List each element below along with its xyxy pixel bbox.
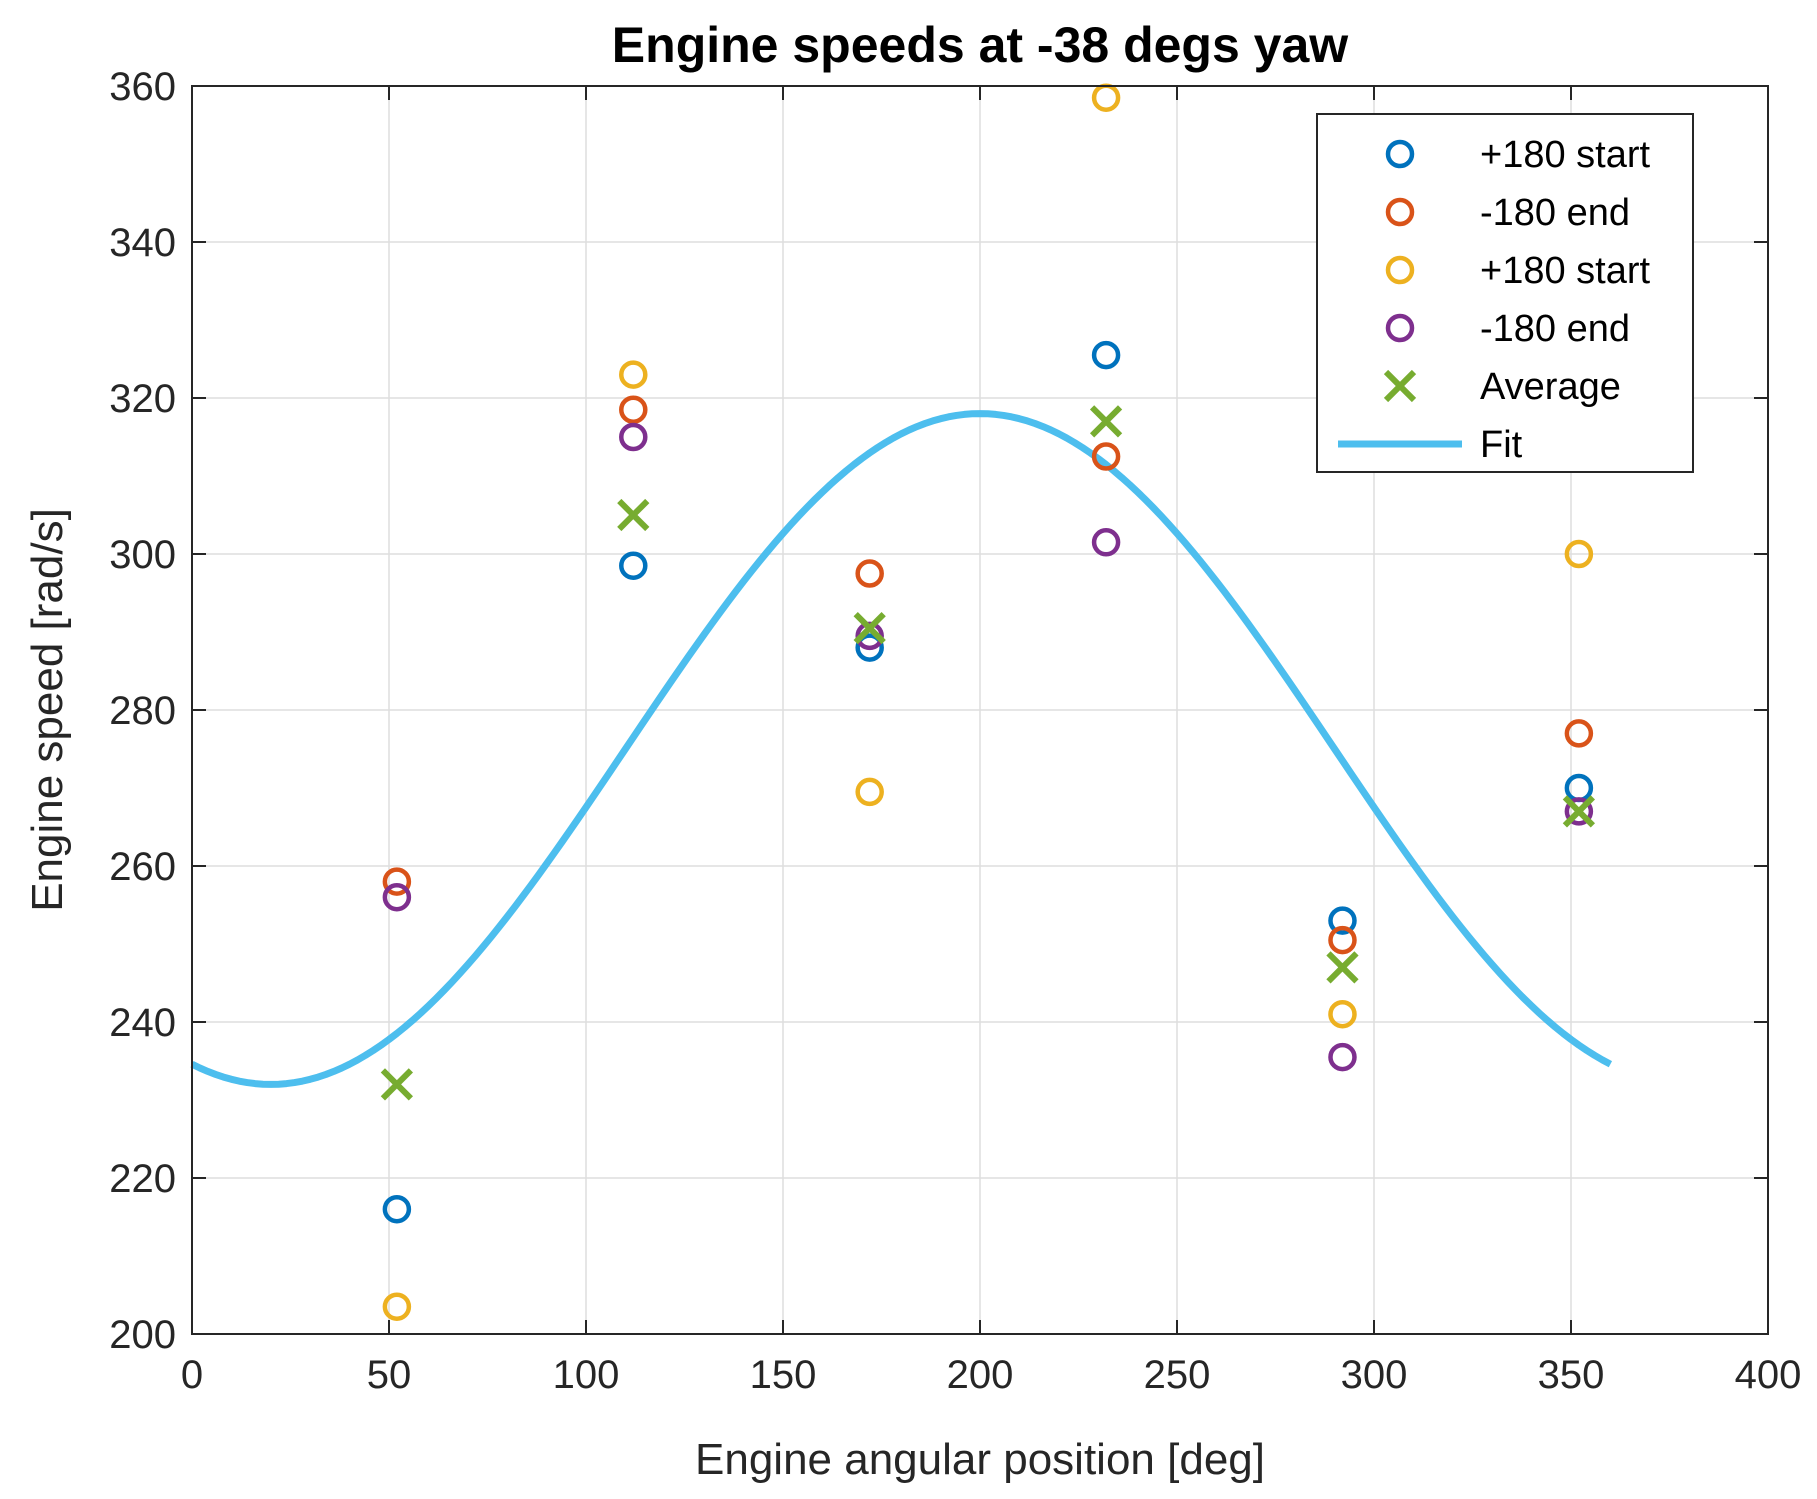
x-tick-label: 0 <box>181 1353 203 1397</box>
legend-circle-marker <box>1385 313 1415 343</box>
data-point-series-2 <box>855 559 884 588</box>
y-tick-label: 240 <box>109 1001 176 1045</box>
data-point-series-4 <box>1564 797 1594 826</box>
x-tick-label: 200 <box>947 1353 1014 1397</box>
data-point-series-1 <box>382 1194 412 1224</box>
data-point-series-4 <box>1091 528 1121 557</box>
x-tick-label: 350 <box>1538 1353 1605 1397</box>
data-point-series-2 <box>1091 442 1121 471</box>
data-point-series-2 <box>1328 925 1357 955</box>
legend-label: Fit <box>1480 424 1523 466</box>
x-tick-label: 100 <box>553 1353 620 1397</box>
legend-box <box>1316 113 1694 473</box>
data-point-series-4 <box>382 882 412 912</box>
y-tick-label: 220 <box>109 1157 176 1201</box>
legend-item: +180 start <box>1385 134 1650 176</box>
x-tick-label: 50 <box>367 1353 412 1397</box>
y-tick-label: 200 <box>109 1313 176 1357</box>
average-mark-stroke <box>617 498 650 532</box>
average-mark-stroke <box>1326 951 1359 984</box>
data-point-series-2 <box>382 867 412 896</box>
legend-label: +180 start <box>1480 134 1650 176</box>
average-mark-stroke <box>1562 795 1596 828</box>
average-mark-stroke <box>380 1068 414 1101</box>
legend: +180 start -180 end +180 start -180 end Aver… <box>1316 113 1694 473</box>
y-tick-label: 260 <box>109 845 176 889</box>
data-point-series-1 <box>1328 906 1357 935</box>
average-point <box>1089 405 1123 438</box>
data-point-series-3 <box>855 777 884 807</box>
legend-label: +180 start <box>1480 250 1650 292</box>
legend-item: -180 end <box>1385 308 1630 350</box>
data-point-series-2 <box>1564 719 1594 748</box>
legend-circle-marker <box>1385 139 1415 169</box>
y-tick-label: 320 <box>109 377 176 421</box>
markers <box>380 83 1596 1321</box>
y-tick-label: 340 <box>109 221 176 265</box>
legend-circle-marker <box>1385 255 1415 285</box>
data-point-series-3 <box>1564 539 1594 569</box>
data-point-series-4 <box>619 422 648 452</box>
average-point <box>1562 795 1596 828</box>
data-point-series-3 <box>619 360 648 389</box>
y-axis-label: Engine speed [rad/s] <box>23 508 72 912</box>
x-tick-label: 300 <box>1341 1353 1408 1397</box>
legend-item: Average <box>1383 366 1621 408</box>
average-point <box>617 498 650 532</box>
y-tick-label: 280 <box>109 689 176 733</box>
ticks: 0 50 100 150 200 250 300 350 400 200 220 240 260 280 3… <box>109 65 1801 1397</box>
legend-x-marker <box>1383 369 1417 403</box>
data-point-series-3 <box>1328 999 1357 1029</box>
x-tick-label: 150 <box>750 1353 817 1397</box>
legend-item: Fit <box>1338 424 1523 466</box>
average-point <box>380 1068 414 1101</box>
data-point-series-1 <box>855 633 884 662</box>
average-point <box>1326 951 1359 984</box>
data-point-series-4 <box>1328 1042 1357 1072</box>
y-tick-label: 360 <box>109 65 176 109</box>
average-mark-stroke <box>1089 405 1123 438</box>
fit-layer <box>190 410 1613 1088</box>
x-tick-label: 400 <box>1735 1353 1802 1397</box>
data-point-series-1 <box>1091 340 1121 370</box>
y-tick-label: 300 <box>109 533 176 577</box>
data-point-series-3 <box>382 1292 412 1321</box>
data-point-series-1 <box>619 551 648 580</box>
legend-label: Average <box>1480 366 1621 408</box>
legend-circle-marker <box>1385 197 1415 227</box>
chart-title: Engine speeds at -38 degs yaw <box>612 17 1348 73</box>
legend-item: +180 start <box>1385 250 1650 292</box>
data-point-series-2 <box>619 395 648 424</box>
legend-item: -180 end <box>1385 192 1630 234</box>
legend-label: -180 end <box>1480 192 1630 234</box>
average-mark-stroke <box>853 611 886 645</box>
legend-label: -180 end <box>1480 308 1630 350</box>
average-point <box>853 611 886 645</box>
fit-curve <box>190 410 1613 1088</box>
x-axis-label: Engine angular position [deg] <box>695 1435 1265 1484</box>
x-tick-label: 250 <box>1144 1353 1211 1397</box>
